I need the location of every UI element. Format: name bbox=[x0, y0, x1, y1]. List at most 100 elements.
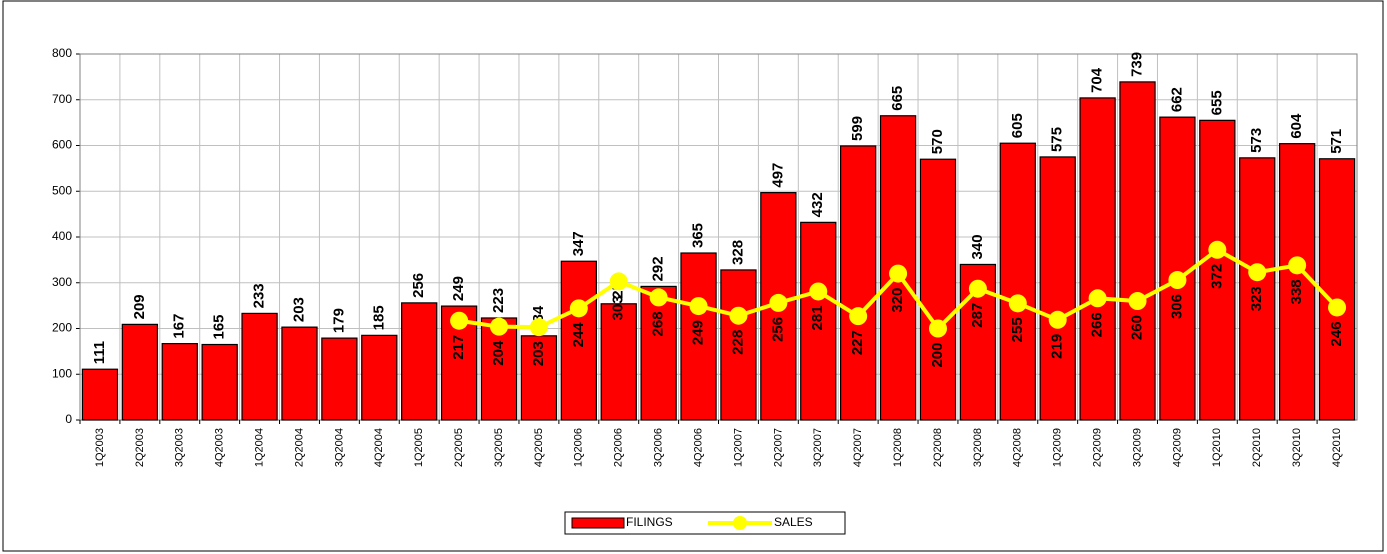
legend-label: FILINGS bbox=[626, 515, 673, 529]
bar-value-label: 203 bbox=[290, 297, 307, 322]
x-tick-label: 4Q2006 bbox=[692, 428, 704, 467]
y-tick-label: 600 bbox=[52, 138, 72, 152]
bar bbox=[241, 312, 278, 421]
line-marker bbox=[1248, 263, 1267, 282]
legend: FILINGS SALES bbox=[564, 511, 846, 535]
line-value-label: 268 bbox=[650, 311, 667, 336]
x-tick-label: 3Q2007 bbox=[812, 428, 824, 467]
bar bbox=[401, 302, 438, 421]
bar bbox=[999, 142, 1036, 421]
bar-value-label: 167 bbox=[171, 314, 188, 339]
line-value-label: 266 bbox=[1089, 312, 1106, 337]
line-marker bbox=[1128, 292, 1147, 311]
line-value-label: 281 bbox=[809, 305, 826, 330]
bar bbox=[640, 285, 677, 421]
bar-value-label: 223 bbox=[490, 288, 507, 313]
line-marker bbox=[1088, 289, 1107, 308]
line-value-label: 303 bbox=[610, 295, 627, 320]
bar-value-label: 256 bbox=[410, 273, 427, 298]
line-marker bbox=[809, 282, 828, 301]
bar-value-label: 655 bbox=[1208, 90, 1225, 115]
bar bbox=[201, 343, 238, 421]
line-value-label: 260 bbox=[1128, 315, 1145, 340]
x-tick-label: 1Q2007 bbox=[732, 428, 744, 467]
line-value-label: 200 bbox=[929, 343, 946, 368]
x-tick-label: 3Q2005 bbox=[493, 428, 505, 467]
x-tick-label: 4Q2005 bbox=[533, 428, 545, 467]
bar bbox=[281, 326, 318, 421]
bar-value-label: 328 bbox=[729, 240, 746, 265]
bar bbox=[1079, 97, 1116, 421]
line-marker bbox=[609, 272, 628, 291]
line-marker bbox=[928, 319, 947, 338]
x-tick-label: 2Q2008 bbox=[932, 428, 944, 467]
y-tick-label: 200 bbox=[52, 321, 72, 335]
line-marker bbox=[450, 311, 469, 330]
bar-value-label: 340 bbox=[969, 234, 986, 259]
line-marker bbox=[529, 318, 548, 337]
bar-value-label: 347 bbox=[570, 231, 587, 256]
legend-swatch bbox=[571, 517, 625, 529]
bar bbox=[800, 221, 837, 421]
line-value-label: 203 bbox=[530, 341, 547, 366]
x-tick-label: 2Q2010 bbox=[1251, 428, 1263, 467]
bar bbox=[1039, 156, 1076, 421]
line-value-label: 244 bbox=[570, 322, 587, 348]
y-tick-label: 400 bbox=[52, 229, 72, 243]
x-tick-label: 1Q2005 bbox=[413, 428, 425, 467]
x-tick-label: 1Q2003 bbox=[94, 428, 106, 467]
x-tick-label: 3Q2004 bbox=[333, 428, 345, 467]
bar-value-label: 604 bbox=[1288, 113, 1305, 139]
line-marker bbox=[1328, 298, 1347, 317]
bar-value-label: 575 bbox=[1049, 127, 1066, 152]
bar-value-label: 432 bbox=[809, 192, 826, 217]
bar bbox=[840, 145, 877, 421]
line-value-label: 227 bbox=[849, 330, 866, 355]
x-tick-label: 3Q2006 bbox=[653, 428, 665, 467]
x-tick-label: 1Q2009 bbox=[1052, 428, 1064, 467]
x-tick-label: 3Q2003 bbox=[174, 428, 186, 467]
y-tick-label: 500 bbox=[52, 183, 72, 197]
x-tick-label: 4Q2004 bbox=[373, 428, 385, 467]
line-marker bbox=[889, 264, 908, 283]
x-tick-label: 4Q2008 bbox=[1012, 428, 1024, 467]
line-value-label: 323 bbox=[1248, 286, 1265, 311]
line-marker bbox=[849, 307, 868, 326]
bar-value-label: 573 bbox=[1248, 128, 1265, 153]
bar bbox=[161, 342, 198, 421]
line-value-label: 246 bbox=[1328, 321, 1345, 346]
line-value-label: 256 bbox=[769, 317, 786, 342]
bar bbox=[1239, 157, 1276, 421]
line-marker bbox=[1288, 256, 1307, 275]
line-value-label: 217 bbox=[450, 335, 467, 360]
bar-value-label: 365 bbox=[690, 223, 707, 248]
bar-value-label: 571 bbox=[1328, 129, 1345, 154]
bar-value-label: 570 bbox=[929, 129, 946, 154]
line-marker bbox=[769, 293, 788, 312]
line-value-label: 306 bbox=[1168, 294, 1185, 319]
bar bbox=[680, 252, 717, 421]
legend-label: SALES bbox=[774, 515, 813, 529]
bar-value-label: 605 bbox=[1009, 113, 1026, 138]
x-tick-label: 1Q2010 bbox=[1211, 428, 1223, 467]
bar bbox=[919, 158, 957, 421]
line-marker bbox=[729, 306, 748, 325]
bar-value-label: 165 bbox=[211, 314, 228, 339]
line-value-label: 320 bbox=[889, 288, 906, 313]
bar-value-label: 185 bbox=[370, 305, 387, 330]
y-tick-label: 700 bbox=[52, 92, 72, 106]
line-marker bbox=[1008, 294, 1027, 313]
bar-value-label: 209 bbox=[131, 294, 148, 319]
line-value-label: 338 bbox=[1288, 279, 1305, 304]
bar bbox=[1119, 81, 1156, 421]
line-marker bbox=[1168, 271, 1187, 290]
bar-value-label: 662 bbox=[1168, 87, 1185, 112]
bar-value-label: 111 bbox=[91, 341, 108, 364]
x-tick-label: 3Q2010 bbox=[1291, 428, 1303, 467]
x-tick-label: 2Q2006 bbox=[613, 428, 625, 467]
line-marker bbox=[1208, 240, 1227, 259]
line-value-label: 204 bbox=[490, 340, 507, 366]
bar bbox=[81, 368, 119, 421]
x-tick-label: 2Q2004 bbox=[293, 428, 305, 467]
line-value-label: 219 bbox=[1049, 334, 1066, 359]
